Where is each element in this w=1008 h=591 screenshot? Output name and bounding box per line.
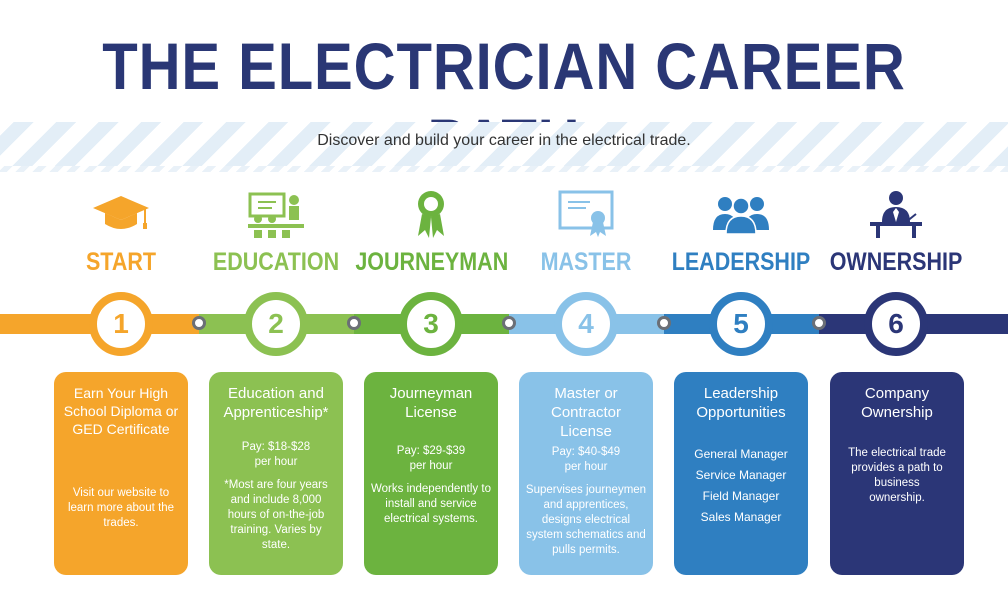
step-number-badge: 3 [399, 292, 463, 356]
timeline-connector [812, 316, 826, 330]
team-icon [713, 197, 769, 235]
step-number-badge: 6 [864, 292, 928, 356]
decorative-stripe-thin [0, 166, 1008, 172]
card-body: *Most are four years and include 8,000 h… [224, 479, 328, 551]
step-label: OWNERSHIP [829, 248, 963, 276]
timeline-connector [657, 316, 671, 330]
step-card-journeyman: Journeyman License Pay: $29-$39 per hour… [364, 372, 498, 575]
step-number-badge: 5 [709, 292, 773, 356]
card-pay: Pay: $18-$28 per hour [241, 441, 311, 468]
list-item: Field Manager [702, 489, 780, 503]
step-card-master: Master or Contractor License Pay: $40-$4… [519, 372, 653, 575]
timeline-connector [502, 316, 516, 330]
step-number-badge: 4 [554, 292, 618, 356]
card-pay: Pay: $29-$39 per hour [396, 445, 466, 472]
card-body: Supervises journeymen and apprentices, d… [525, 484, 647, 556]
step-number-badge: 2 [244, 292, 308, 356]
card-body: Visit our website to learn more about th… [67, 487, 175, 529]
card-title: Company Ownership [861, 385, 933, 421]
step-label: JOURNEYMAN [355, 248, 509, 276]
timeline-connector [192, 316, 206, 330]
step-number-badge: 1 [89, 292, 153, 356]
step-label: START [85, 248, 157, 276]
award-ribbon-icon [418, 191, 444, 238]
step-card-start: Earn Your High School Diploma or GED Cer… [54, 372, 188, 575]
list-item: Sales Manager [700, 510, 782, 524]
card-title: Journeyman License [389, 385, 473, 421]
certificate-icon [558, 190, 614, 237]
card-title: Education and Apprenticeship* [223, 385, 329, 421]
step-card-education: Education and Apprenticeship* Pay: $18-$… [209, 372, 343, 575]
card-title: Leadership Opportunities [696, 385, 786, 421]
list-item: General Manager [694, 447, 788, 461]
timeline-connector [347, 316, 361, 330]
decorative-stripe-band [0, 122, 1008, 166]
step-card-ownership: Company Ownership The electrical trade p… [830, 372, 964, 575]
step-label: LEADERSHIP [671, 248, 811, 276]
graduation-cap-icon [93, 196, 149, 229]
card-body: Works independently to install and servi… [371, 483, 491, 525]
step-label: MASTER [540, 248, 632, 276]
step-card-leadership: Leadership Opportunities General Manager… [674, 372, 808, 575]
card-pay: Pay: $40-$49 per hour [551, 446, 621, 473]
list-item: Service Manager [695, 468, 787, 482]
card-title: Master or Contractor License [550, 385, 622, 440]
classroom-icon [248, 192, 304, 238]
page-subtitle: Discover and build your career in the el… [317, 132, 691, 149]
job-title-list: General Manager Service Manager Field Ma… [678, 444, 804, 528]
step-label: EDUCATION [212, 248, 340, 276]
card-body: The electrical trade provides a path to … [848, 447, 946, 504]
card-title: Earn Your High School Diploma or GED Cer… [63, 385, 179, 437]
business-owner-icon [870, 191, 922, 238]
